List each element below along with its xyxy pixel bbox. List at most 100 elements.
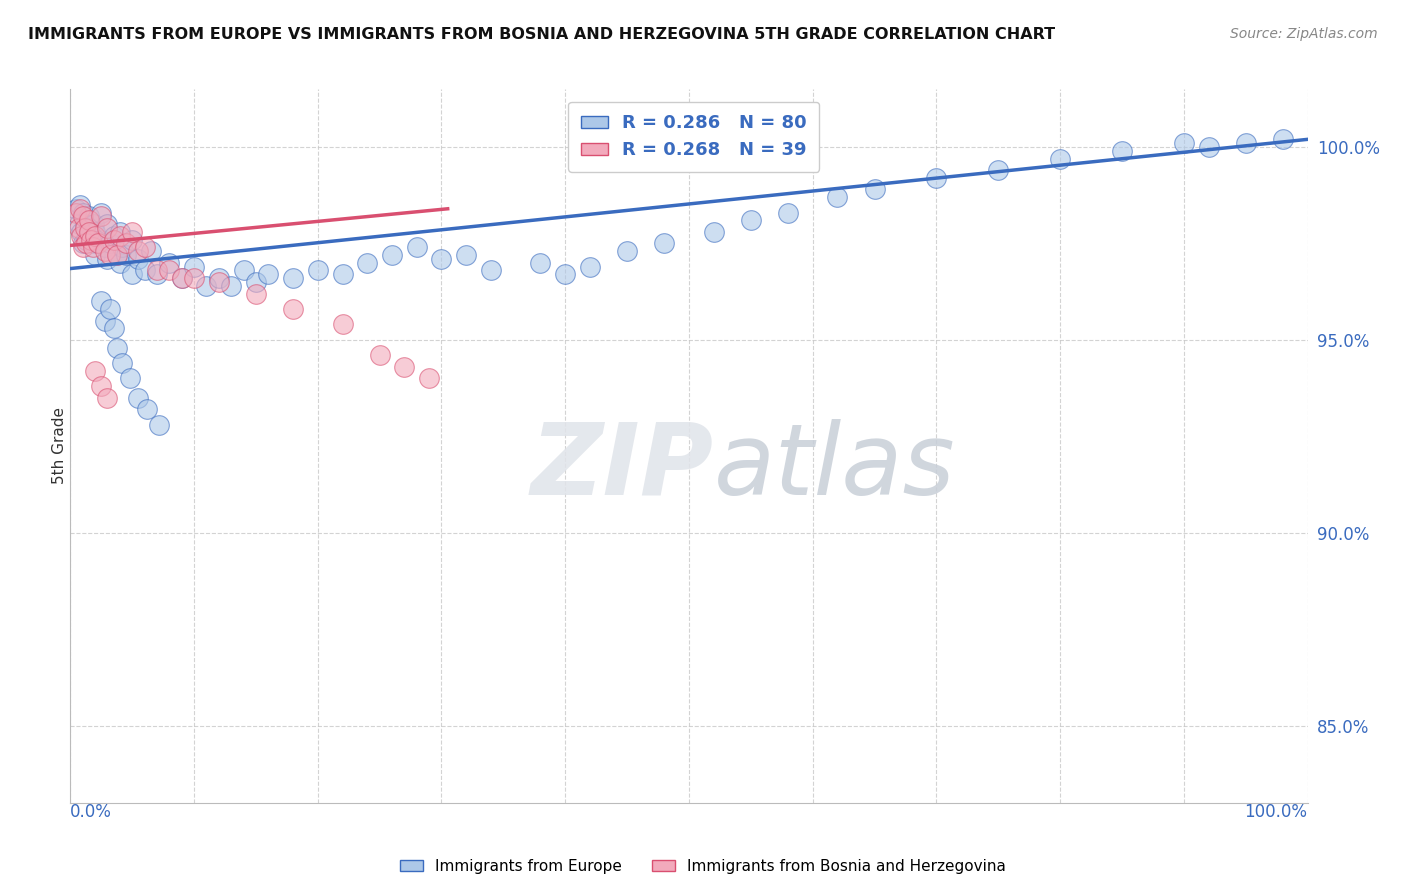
Text: 100.0%: 100.0%	[1244, 803, 1308, 821]
Point	[183, 271, 205, 285]
Point	[75, 236, 97, 251]
Point	[103, 228, 125, 243]
Point	[118, 371, 141, 385]
Point	[82, 236, 104, 251]
Text: atlas: atlas	[714, 419, 955, 516]
Point	[456, 248, 478, 262]
Point	[67, 217, 90, 231]
Point	[77, 210, 100, 224]
Point	[108, 225, 131, 239]
Point	[148, 417, 170, 432]
Point	[90, 205, 112, 219]
Point	[67, 221, 90, 235]
Point	[1271, 132, 1294, 146]
Point	[111, 240, 134, 254]
Text: 0.0%: 0.0%	[70, 803, 112, 821]
Point	[65, 202, 87, 216]
Point	[146, 263, 169, 277]
Point	[86, 236, 108, 251]
Point	[69, 198, 91, 212]
Point	[257, 268, 280, 282]
Point	[121, 268, 143, 282]
Point	[136, 402, 159, 417]
Point	[208, 271, 231, 285]
Point	[70, 225, 93, 239]
Point	[170, 271, 193, 285]
Point	[121, 233, 143, 247]
Point	[127, 391, 149, 405]
Point	[208, 275, 231, 289]
Point	[127, 252, 149, 266]
Point	[115, 236, 138, 251]
Point	[69, 202, 91, 216]
Point	[307, 263, 329, 277]
Point	[108, 256, 131, 270]
Point	[103, 321, 125, 335]
Point	[83, 217, 105, 231]
Point	[554, 268, 576, 282]
Text: ZIP: ZIP	[530, 419, 714, 516]
Point	[86, 236, 108, 251]
Point	[245, 275, 267, 289]
Point	[232, 263, 254, 277]
Point	[75, 217, 97, 231]
Point	[332, 268, 354, 282]
Text: Source: ZipAtlas.com: Source: ZipAtlas.com	[1230, 27, 1378, 41]
Point	[72, 240, 94, 254]
Point	[703, 225, 725, 239]
Point	[987, 163, 1010, 178]
Point	[84, 225, 107, 239]
Point	[98, 248, 121, 262]
Point	[394, 359, 416, 374]
Point	[96, 217, 118, 231]
Point	[146, 268, 169, 282]
Legend: Immigrants from Europe, Immigrants from Bosnia and Herzegovina: Immigrants from Europe, Immigrants from …	[394, 853, 1012, 880]
Text: IMMIGRANTS FROM EUROPE VS IMMIGRANTS FROM BOSNIA AND HERZEGOVINA 5TH GRADE CORRE: IMMIGRANTS FROM EUROPE VS IMMIGRANTS FRO…	[28, 27, 1056, 42]
Point	[157, 256, 180, 270]
Point	[863, 182, 886, 196]
Point	[127, 244, 149, 259]
Point	[430, 252, 453, 266]
Point	[245, 286, 267, 301]
Point	[115, 248, 138, 262]
Point	[281, 271, 304, 285]
Point	[616, 244, 638, 259]
Point	[219, 279, 242, 293]
Point	[139, 244, 162, 259]
Point	[90, 233, 112, 247]
Point	[72, 236, 94, 251]
Point	[82, 240, 104, 254]
Point	[652, 236, 675, 251]
Point	[77, 225, 100, 239]
Point	[134, 240, 156, 254]
Point	[740, 213, 762, 227]
Point	[108, 228, 131, 243]
Point	[405, 240, 427, 254]
Y-axis label: 5th Grade: 5th Grade	[52, 408, 66, 484]
Point	[80, 233, 103, 247]
Point	[90, 294, 112, 309]
Point	[96, 221, 118, 235]
Point	[98, 301, 121, 316]
Point	[479, 263, 502, 277]
Point	[77, 213, 100, 227]
Point	[281, 301, 304, 316]
Point	[195, 279, 218, 293]
Point	[925, 170, 948, 185]
Point	[96, 391, 118, 405]
Point	[1198, 140, 1220, 154]
Point	[332, 318, 354, 332]
Point	[111, 356, 134, 370]
Point	[1234, 136, 1257, 151]
Point	[80, 228, 103, 243]
Point	[94, 240, 117, 254]
Point	[368, 348, 391, 362]
Point	[90, 379, 112, 393]
Point	[77, 221, 100, 235]
Point	[75, 233, 97, 247]
Point	[70, 228, 93, 243]
Point	[529, 256, 551, 270]
Point	[356, 256, 378, 270]
Point	[121, 225, 143, 239]
Point	[103, 233, 125, 247]
